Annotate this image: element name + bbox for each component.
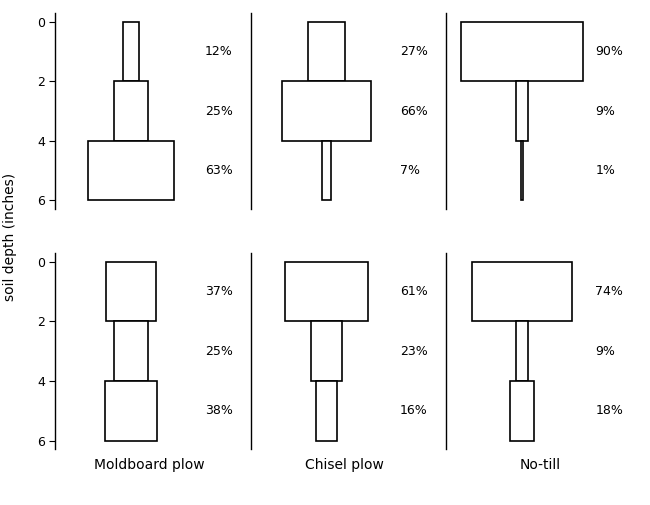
Text: 27%: 27% [400,45,428,58]
Text: 23%: 23% [400,344,428,358]
Bar [311,321,342,381]
Bar [515,81,528,141]
Bar [472,262,572,321]
Text: 90%: 90% [595,45,623,58]
Text: 66%: 66% [400,105,428,118]
Bar [88,141,174,200]
Bar [521,141,523,200]
Bar [281,81,371,141]
Text: 12%: 12% [205,45,233,58]
Text: 38%: 38% [205,404,233,417]
Text: soil depth (inches): soil depth (inches) [3,173,17,301]
Bar [322,141,332,200]
Text: 18%: 18% [595,404,623,417]
Text: 16%: 16% [400,404,428,417]
Text: 9%: 9% [595,344,616,358]
Bar [308,22,345,81]
Text: 74%: 74% [595,285,623,298]
Bar [106,262,156,321]
Text: 25%: 25% [205,105,233,118]
Bar [461,22,583,81]
Bar [316,381,337,440]
Bar [123,22,139,81]
Bar [515,321,528,381]
Text: 25%: 25% [205,344,233,358]
Text: 9%: 9% [595,105,616,118]
Bar [285,262,368,321]
Text: 37%: 37% [205,285,233,298]
Text: 61%: 61% [400,285,428,298]
X-axis label: Chisel plow: Chisel plow [305,458,384,472]
Bar [510,381,534,440]
Text: 63%: 63% [205,164,233,177]
Bar [114,321,148,381]
Bar [105,381,157,440]
Bar [114,81,148,141]
Text: 7%: 7% [400,164,420,177]
X-axis label: Moldboard plow: Moldboard plow [94,458,205,472]
Text: 1%: 1% [595,164,616,177]
X-axis label: No-till: No-till [519,458,560,472]
